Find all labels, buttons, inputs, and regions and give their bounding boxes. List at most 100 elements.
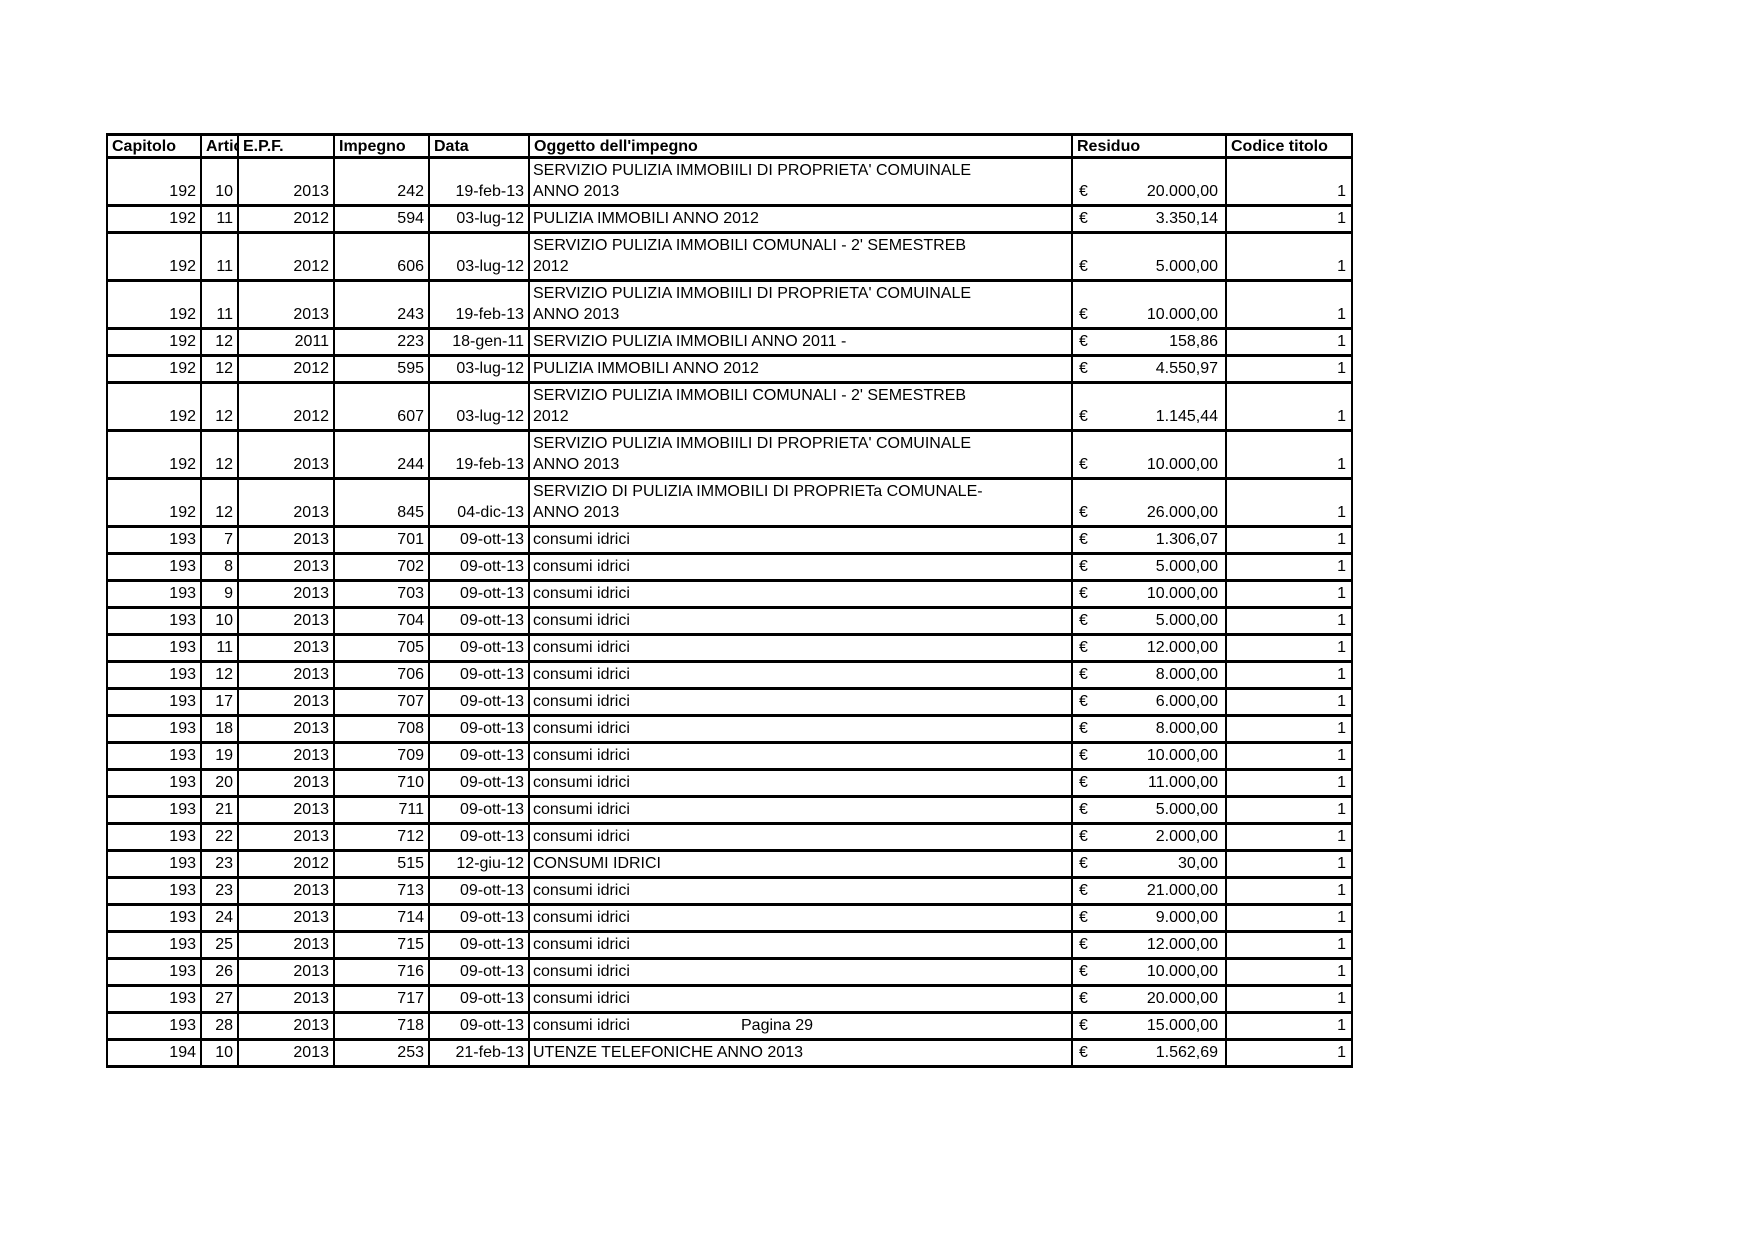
cell-capitolo: 193 — [106, 714, 202, 744]
cell-articolo: 8 — [200, 552, 239, 582]
table-row: 193 17 2013 707 09-ott-13 consumi idrici… — [106, 687, 1353, 717]
cell-data: 09-ott-13 — [428, 822, 530, 852]
table-row: 192 11 2012 594 03-lug-12 PULIZIA IMMOBI… — [106, 204, 1353, 234]
cell-capitolo: 193 — [106, 1011, 202, 1041]
cell-impegno: 701 — [333, 525, 430, 555]
table-row: 193 10 2013 704 09-ott-13 consumi idrici… — [106, 606, 1353, 636]
cell-capitolo: 193 — [106, 579, 202, 609]
cell-capitolo: 193 — [106, 606, 202, 636]
residuo-line: € 11.000,00 — [1079, 773, 1218, 793]
cell-residuo: € 15.000,00 — [1071, 1011, 1227, 1041]
cell-codice-titolo: 1 — [1225, 231, 1353, 282]
cell-oggetto: consumi idrici — [528, 741, 1073, 771]
cell-articolo: 17 — [200, 687, 239, 717]
cell-epf: 2013 — [237, 525, 335, 555]
cell-capitolo: 193 — [106, 552, 202, 582]
residuo-line: € 10.000,00 — [1079, 962, 1218, 982]
residuo-line: € 10.000,00 — [1079, 305, 1218, 325]
table-row: 192 10 2013 242 19-feb-13 SERVIZIO PULIZ… — [106, 156, 1353, 207]
residuo-line: € 5.000,00 — [1079, 557, 1218, 577]
cell-codice-titolo: 1 — [1225, 633, 1353, 663]
residuo-line: € 3.350,14 — [1079, 209, 1218, 229]
cell-impegno: 244 — [333, 429, 430, 480]
residuo-value: 10.000,00 — [1146, 306, 1218, 323]
table-row: 192 12 2012 595 03-lug-12 PULIZIA IMMOBI… — [106, 354, 1353, 384]
cell-epf: 2013 — [237, 984, 335, 1014]
cell-residuo: € 5.000,00 — [1071, 795, 1227, 825]
table-row: 192 12 2013 845 04-dic-13 SERVIZIO DI PU… — [106, 477, 1353, 528]
cell-capitolo: 193 — [106, 633, 202, 663]
cell-capitolo: 193 — [106, 903, 202, 933]
cell-capitolo: 192 — [106, 381, 202, 432]
residuo-value: 9.000,00 — [1155, 909, 1218, 926]
cell-impegno: 717 — [333, 984, 430, 1014]
cell-data: 09-ott-13 — [428, 957, 530, 987]
cell-articolo: 11 — [200, 204, 239, 234]
table-row: 193 20 2013 710 09-ott-13 consumi idrici… — [106, 768, 1353, 798]
cell-data: 09-ott-13 — [428, 687, 530, 717]
residuo-line: € 5.000,00 — [1079, 800, 1218, 820]
cell-oggetto: SERVIZIO PULIZIA IMMOBILI ANNO 2011 - — [528, 327, 1073, 357]
cell-codice-titolo: 1 — [1225, 768, 1353, 798]
cell-codice-titolo: 1 — [1225, 477, 1353, 528]
residuo-value: 5.000,00 — [1155, 612, 1218, 629]
cell-data: 09-ott-13 — [428, 660, 530, 690]
residuo-value: 15.000,00 — [1146, 1017, 1218, 1034]
column-header-capitolo: Capitolo — [106, 133, 202, 159]
column-header-impegno: Impegno — [333, 133, 430, 159]
residuo-line: € 20.000,00 — [1079, 182, 1218, 202]
cell-epf: 2013 — [237, 822, 335, 852]
cell-articolo: 12 — [200, 477, 239, 528]
cell-capitolo: 193 — [106, 687, 202, 717]
cell-data: 03-lug-12 — [428, 204, 530, 234]
cell-epf: 2013 — [237, 429, 335, 480]
header-row: Capitolo Articolo E.P.F. Impegno Data Og… — [106, 133, 1353, 159]
cell-oggetto: consumi idrici — [528, 687, 1073, 717]
residuo-value: 1.306,07 — [1155, 531, 1218, 548]
cell-residuo: € 21.000,00 — [1071, 876, 1227, 906]
residuo-line: € 4.550,97 — [1079, 359, 1218, 379]
cell-residuo: € 20.000,00 — [1071, 984, 1227, 1014]
cell-oggetto: consumi idrici — [528, 795, 1073, 825]
cell-residuo: € 10.000,00 — [1071, 579, 1227, 609]
cell-codice-titolo: 1 — [1225, 687, 1353, 717]
euro-symbol: € — [1079, 666, 1088, 683]
cell-residuo: € 158,86 — [1071, 327, 1227, 357]
residuo-value: 30,00 — [1177, 855, 1218, 872]
euro-symbol: € — [1079, 963, 1088, 980]
cell-residuo: € 5.000,00 — [1071, 552, 1227, 582]
residuo-value: 8.000,00 — [1155, 720, 1218, 737]
cell-articolo: 7 — [200, 525, 239, 555]
cell-codice-titolo: 1 — [1225, 660, 1353, 690]
residuo-line: € 8.000,00 — [1079, 665, 1218, 685]
cell-epf: 2012 — [237, 231, 335, 282]
cell-capitolo: 194 — [106, 1038, 202, 1068]
cell-codice-titolo: 1 — [1225, 354, 1353, 384]
cell-data: 03-lug-12 — [428, 381, 530, 432]
residuo-value: 5.000,00 — [1155, 801, 1218, 818]
table-row: 194 10 2013 253 21-feb-13 UTENZE TELEFON… — [106, 1038, 1353, 1068]
column-header-articolo: Articolo — [200, 133, 239, 159]
cell-articolo: 23 — [200, 849, 239, 879]
cell-oggetto: PULIZIA IMMOBILI ANNO 2012 — [528, 204, 1073, 234]
cell-oggetto: consumi idrici — [528, 930, 1073, 960]
residuo-line: € 6.000,00 — [1079, 692, 1218, 712]
cell-epf: 2013 — [237, 768, 335, 798]
cell-residuo: € 10.000,00 — [1071, 279, 1227, 330]
cell-articolo: 22 — [200, 822, 239, 852]
cell-capitolo: 192 — [106, 156, 202, 207]
cell-codice-titolo: 1 — [1225, 327, 1353, 357]
cell-capitolo: 193 — [106, 795, 202, 825]
page-number: Pagina 29 — [741, 1017, 814, 1034]
cell-capitolo: 193 — [106, 660, 202, 690]
table-row: 192 12 2013 244 19-feb-13 SERVIZIO PULIZ… — [106, 429, 1353, 480]
column-header-data: Data — [428, 133, 530, 159]
cell-articolo: 9 — [200, 579, 239, 609]
cell-data: 09-ott-13 — [428, 1011, 530, 1041]
euro-symbol: € — [1079, 531, 1088, 548]
cell-articolo: 19 — [200, 741, 239, 771]
residuo-line: € 30,00 — [1079, 854, 1218, 874]
cell-impegno: 607 — [333, 381, 430, 432]
residuo-value: 1.145,44 — [1155, 408, 1218, 425]
cell-articolo: 12 — [200, 660, 239, 690]
